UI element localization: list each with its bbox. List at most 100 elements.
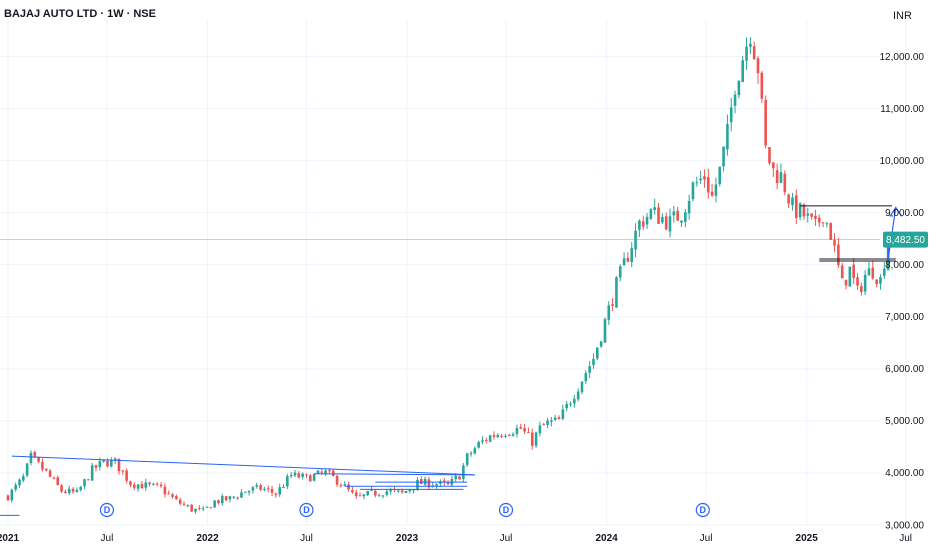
candle-down [155,482,159,487]
candle-up [699,170,702,184]
candle-down [530,428,534,450]
candle-up [29,450,33,466]
candle-down [125,468,128,484]
candle-down [814,209,817,226]
candle-up [595,347,599,361]
candle-body [733,94,737,106]
candle-body [817,217,821,223]
candle-down [171,492,174,499]
candle-up [404,490,408,494]
candle-body [259,485,262,490]
candle-body [519,427,523,429]
candle-up [645,213,649,229]
candle-body [106,460,109,467]
candle-up [423,476,427,487]
candle-body [289,475,293,477]
candle-down [783,170,787,196]
candle-body [320,471,324,473]
candle-down [760,71,764,104]
y-tick-label: 3,000.00 [885,520,924,531]
candle-body [703,176,706,180]
candle-down [198,505,201,511]
candle-up [745,37,748,70]
candle-body [611,304,614,306]
candle-body [783,173,787,193]
candle-body [389,489,392,492]
y-tick-label: 5,000.00 [885,416,924,427]
candle-body [136,484,140,489]
price-axis[interactable]: 3,000.00 4,000.00 5,000.00 6,000.00 7,000.00… [880,52,925,531]
candle-body [293,472,297,476]
candle-down [335,475,339,487]
candle-down [852,258,855,285]
candle-down [148,481,151,487]
candle-down [6,494,10,501]
candle-up [546,417,549,429]
candle-body [756,58,760,74]
candle-body [500,436,503,438]
candle-down [810,213,813,220]
candle-body [791,197,794,206]
candle-down [557,415,561,420]
candle-body [687,200,691,214]
candle-body [527,432,530,434]
candle-body [220,496,224,504]
candle-up [289,471,293,479]
candle-body [125,470,128,481]
candle-body [726,124,729,150]
candle-body [641,221,645,227]
candle-body [802,204,806,217]
candle-up [385,488,389,497]
candle-body [224,496,228,501]
candle-up [186,504,190,508]
candle-down [871,260,875,280]
y-tick-label: 11,000.00 [880,104,924,115]
candle-down [485,437,488,444]
candle-down [60,484,63,494]
currency-label[interactable]: INR [893,10,912,22]
candle-up [607,301,611,325]
y-tick-label: 12,000.00 [880,52,925,63]
candle-up [397,490,400,494]
y-tick-label: 8,000.00 [885,260,924,271]
candle-up [806,207,810,223]
candle-body [764,99,767,146]
candle-up [278,483,281,497]
candle-body [810,213,813,217]
candle-down [354,489,358,499]
candle-body [840,265,844,279]
candle-body [347,484,350,490]
candle-down [163,483,167,498]
candle-up [343,481,347,487]
candle-body [44,468,48,471]
candle-body [301,473,304,477]
candle-body [446,482,450,485]
candle-up [462,463,465,483]
candle-body [729,107,733,123]
candle-body [366,491,370,496]
candle-body [6,495,10,501]
candle-down [217,499,220,505]
time-axis[interactable]: 2021 Jul 2022 Jul 2023 Jul 2024 Jul 2025 Jul [0,533,912,544]
candle-body [67,488,71,494]
candle-body [553,417,557,420]
candle-body [833,239,836,246]
candle-body [787,194,790,204]
candle-body [18,479,21,486]
candle-up [565,400,568,412]
candle-body [844,279,848,286]
candle-up [83,478,86,490]
candle-down [331,468,335,477]
candle-body [194,508,197,512]
candle-down [71,487,75,495]
candle-up [439,479,442,487]
candle-body [182,503,186,505]
candle-body [573,398,576,404]
candle-body [481,440,484,442]
candle-body [741,60,745,83]
candle-up [791,192,794,211]
candle-body [661,216,664,223]
candle-body [14,484,17,490]
candle-up [722,146,725,172]
